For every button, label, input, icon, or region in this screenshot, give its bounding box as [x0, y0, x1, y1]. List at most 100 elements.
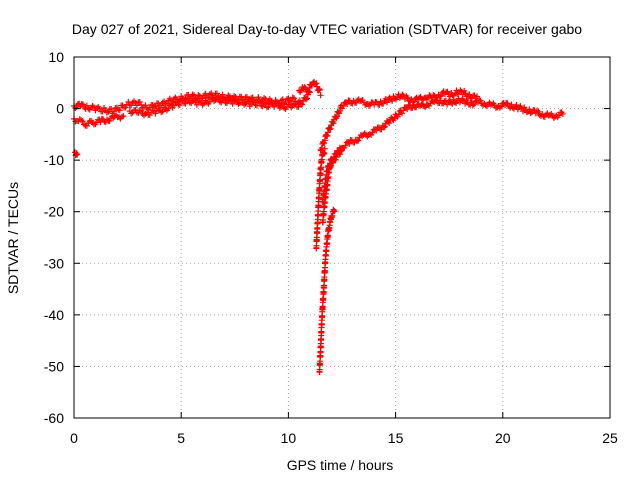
data-point: [395, 111, 402, 118]
data-point: [381, 123, 388, 130]
data-point: [80, 101, 87, 108]
data-point: [405, 101, 412, 108]
data-point: [111, 108, 118, 115]
data-point: [400, 107, 407, 114]
data-point: [324, 132, 331, 139]
data-point: [508, 101, 515, 108]
data-point: [342, 142, 349, 149]
data-point: [369, 129, 376, 136]
data-point: [281, 104, 288, 111]
data-point: [331, 208, 338, 215]
y-tick-label: -20: [44, 204, 64, 220]
data-point: [165, 105, 172, 112]
data-point: [409, 99, 416, 106]
data-point: [316, 86, 323, 93]
data-point: [72, 105, 79, 112]
data-point: [337, 151, 344, 158]
data-point: [263, 104, 270, 111]
data-point: [305, 88, 312, 95]
data-point: [333, 113, 340, 120]
data-point: [496, 104, 503, 111]
x-tick-label: 15: [388, 430, 404, 446]
data-point: [477, 97, 484, 104]
data-point: [335, 109, 342, 116]
data-point: [444, 101, 451, 108]
x-tick-label: 25: [602, 430, 618, 446]
data-point: [346, 140, 353, 147]
y-tick-label: -10: [44, 152, 64, 168]
data-point: [303, 95, 310, 102]
series-trace-recover-1: [317, 87, 481, 154]
data-point: [85, 105, 92, 112]
data-point: [404, 94, 411, 101]
data-point: [380, 124, 387, 131]
data-point: [523, 109, 530, 116]
data-point: [324, 129, 331, 136]
y-tick-label: -30: [44, 255, 64, 271]
data-point: [373, 127, 380, 134]
data-point: [74, 151, 81, 158]
data-point: [338, 148, 345, 155]
data-point: [355, 137, 362, 144]
data-point: [344, 101, 351, 108]
data-point: [136, 98, 143, 105]
series-trace-dip-mid: [319, 144, 345, 226]
data-point: [432, 96, 439, 103]
data-point: [298, 100, 305, 107]
chart-title: Day 027 of 2021, Sidereal Day-to-day VTE…: [72, 21, 582, 37]
plot-frame: [73, 56, 611, 419]
data-point: [535, 108, 542, 115]
data-point: [462, 90, 469, 97]
data-point: [386, 119, 393, 126]
series-trace-a-low: [71, 112, 127, 129]
y-tick-label: -50: [44, 358, 64, 374]
data-point: [437, 97, 444, 104]
series-trace-main-band: [126, 94, 305, 119]
data-point: [316, 86, 323, 93]
data-point: [78, 117, 85, 124]
data-point: [534, 107, 541, 114]
data-point: [206, 91, 213, 98]
data-point: [327, 125, 334, 132]
data-point: [366, 102, 373, 109]
data-point: [399, 91, 406, 98]
data-point: [79, 118, 86, 125]
data-point: [399, 110, 406, 117]
data-point: [404, 106, 411, 113]
y-axis-label: SDTVAR / TECUs: [5, 182, 21, 294]
data-point: [332, 156, 339, 163]
data-point: [106, 117, 113, 124]
data-point: [527, 110, 534, 117]
data-point: [340, 102, 347, 109]
x-tick-label: 20: [495, 430, 511, 446]
data-point: [498, 103, 505, 110]
x-axis-label: GPS time / hours: [287, 457, 394, 473]
data-point: [471, 101, 478, 108]
data-point: [469, 102, 476, 109]
data-point: [321, 137, 328, 144]
data-point: [185, 95, 192, 102]
axis-ticks: 0 5 10 15 20 25 10 0 -10 -20 -30 -40 -50 -60: [44, 49, 618, 446]
data-point: [120, 113, 127, 120]
y-tick-label: -60: [44, 410, 64, 426]
data-point: [330, 120, 337, 127]
data-point: [339, 144, 345, 151]
x-tick-label: 5: [177, 430, 185, 446]
data-point: [202, 90, 209, 97]
data-point: [444, 88, 451, 95]
data-point: [159, 99, 166, 106]
data-point: [279, 101, 286, 108]
data-point: [321, 140, 328, 147]
data-point: [99, 108, 106, 115]
data-point: [301, 84, 308, 91]
data-point: [317, 92, 324, 99]
data-point: [271, 103, 278, 110]
data-point: [384, 99, 391, 106]
data-point: [195, 92, 202, 99]
series-trace-dip-deep: [316, 206, 338, 376]
data-point: [305, 89, 312, 96]
data-point: [318, 145, 325, 152]
data-point: [504, 100, 511, 107]
y-tick-label: 10: [48, 49, 64, 65]
